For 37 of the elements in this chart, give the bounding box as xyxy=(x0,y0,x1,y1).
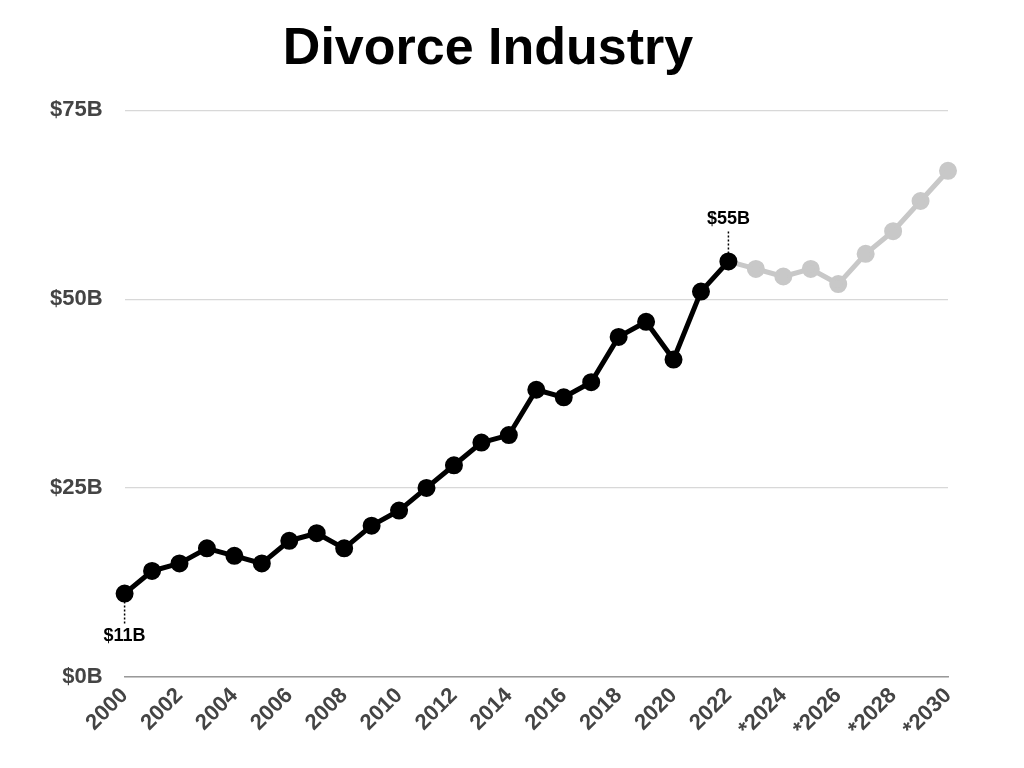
point xyxy=(417,478,436,497)
point xyxy=(499,426,518,445)
point xyxy=(664,350,683,369)
point xyxy=(115,584,134,603)
point xyxy=(746,259,765,278)
point xyxy=(637,312,656,331)
point xyxy=(609,327,628,346)
y-tick-label: $50B xyxy=(50,285,103,311)
point xyxy=(884,222,903,241)
point xyxy=(307,524,326,543)
point xyxy=(362,516,381,535)
point xyxy=(143,561,162,580)
annotation: $55B xyxy=(706,208,750,229)
point xyxy=(911,192,930,210)
point xyxy=(444,456,463,475)
point xyxy=(829,275,848,294)
point xyxy=(691,282,710,301)
point xyxy=(527,380,546,399)
point xyxy=(582,373,601,392)
point xyxy=(801,259,820,278)
point xyxy=(280,531,299,550)
point xyxy=(390,501,409,520)
point xyxy=(554,388,573,407)
annotation: $11B xyxy=(103,624,146,645)
y-tick-label: $25B xyxy=(50,473,103,499)
point xyxy=(252,554,271,573)
point xyxy=(856,244,875,263)
point xyxy=(472,433,491,452)
point xyxy=(335,539,354,558)
y-tick-label: $0B xyxy=(62,662,103,688)
y-tick-label: $75B xyxy=(50,96,103,122)
point xyxy=(197,539,216,558)
point xyxy=(225,546,244,565)
point xyxy=(939,161,957,180)
point xyxy=(774,267,793,286)
chart-title: Divorce Industry xyxy=(282,16,694,75)
point xyxy=(170,554,189,573)
